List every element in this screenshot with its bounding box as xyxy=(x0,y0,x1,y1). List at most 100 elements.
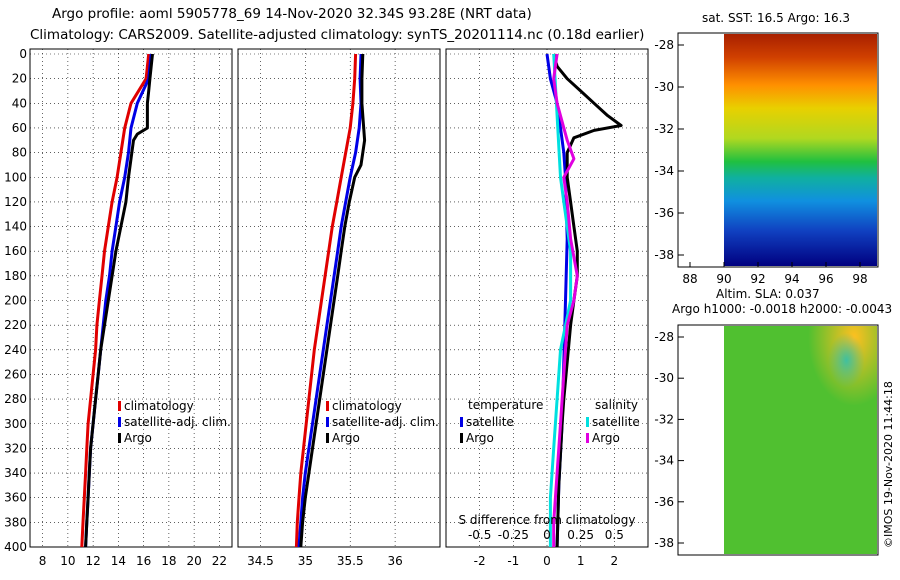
sla-map-overlay-eddy xyxy=(724,326,877,554)
x-tick-label: 12 xyxy=(85,554,100,568)
legend-item-label: climatology xyxy=(124,399,194,413)
y-tick-label: 380 xyxy=(4,515,27,529)
series-layer xyxy=(80,53,623,548)
x-tick-label: 14 xyxy=(111,554,126,568)
y-tick-label: 180 xyxy=(4,269,27,283)
map-y-tick-label: -36 xyxy=(654,206,674,220)
series-line-salinity-argo xyxy=(552,53,579,547)
y-tick-label: 80 xyxy=(12,146,27,160)
legend-sal-sat-swatch xyxy=(586,417,589,427)
s-diff-tick-label: 0.25 xyxy=(567,528,594,542)
y-tick-label: 260 xyxy=(4,367,27,381)
x-tick-label: 1 xyxy=(577,554,585,568)
axis-layer: 0204060801001201401601802002202402602803… xyxy=(4,47,618,568)
legend-temp-argo-label: Argo xyxy=(466,431,494,445)
s-diff-tick-label: 0 xyxy=(543,528,551,542)
series-line-temperature-argo xyxy=(552,53,623,548)
x-tick-label: 34.5 xyxy=(247,554,274,568)
x-tick-label: 10 xyxy=(60,554,75,568)
map-y-tick-label: -28 xyxy=(654,330,674,344)
sla-map-axis: -28 -30 -32 -34 -36 -38 xyxy=(654,330,684,550)
map-y-tick-label: -34 xyxy=(654,164,674,178)
s-difference-axis-title: S difference from climatology xyxy=(459,513,636,527)
legend-item-swatch xyxy=(118,417,121,427)
x-tick-label: 35 xyxy=(298,554,313,568)
y-tick-label: 20 xyxy=(12,72,27,86)
sla-map-title-line1: Altim. SLA: 0.037 xyxy=(716,287,820,301)
map-y-tick-label: -32 xyxy=(654,412,674,426)
y-tick-label: 220 xyxy=(4,318,27,332)
map-x-tick-label: 94 xyxy=(784,272,799,286)
y-tick-label: 200 xyxy=(4,294,27,308)
s-diff-tick-label: -0.25 xyxy=(498,528,529,542)
y-tick-label: 60 xyxy=(12,121,27,135)
x-tick-label: 35.5 xyxy=(337,554,364,568)
y-tick-label: 160 xyxy=(4,244,27,258)
series-line-argo xyxy=(84,53,154,548)
legend-item-label: satellite-adj. clim. xyxy=(124,415,231,429)
y-tick-label: 240 xyxy=(4,343,27,357)
map-y-tick-label: -30 xyxy=(654,371,674,385)
legend-item-label: satellite-adj. clim. xyxy=(332,415,439,429)
sst-map-title: sat. SST: 16.5 Argo: 16.3 xyxy=(702,11,850,25)
x-tick-label: -2 xyxy=(474,554,486,568)
sst-map-axis: -28 -30 -32 -34 -36 -38 88 90 92 94 96 98 xyxy=(654,38,867,286)
y-tick-label: 300 xyxy=(4,417,27,431)
map-x-tick-label: 98 xyxy=(852,272,867,286)
y-tick-label: 320 xyxy=(4,441,27,455)
map-x-tick-label: 90 xyxy=(716,272,731,286)
legend-item-label: climatology xyxy=(332,399,402,413)
legend-salinity-title: salinity xyxy=(595,398,638,412)
sst-map-image xyxy=(724,34,877,266)
map-y-tick-label: -32 xyxy=(654,122,674,136)
y-tick-label: 340 xyxy=(4,466,27,480)
map-y-tick-label: -36 xyxy=(654,495,674,509)
series-line-climatology xyxy=(294,53,358,548)
grid-layer xyxy=(30,49,648,548)
y-tick-label: 100 xyxy=(4,170,27,184)
map-y-tick-label: -34 xyxy=(654,454,674,468)
legend-item-label: Argo xyxy=(124,431,152,445)
y-tick-label: 140 xyxy=(4,220,27,234)
legend-temp-sat-swatch xyxy=(460,417,463,427)
x-tick-label: 20 xyxy=(186,554,201,568)
map-y-tick-label: -38 xyxy=(654,248,674,262)
legend-sal-argo-swatch xyxy=(586,433,589,443)
y-tick-label: 400 xyxy=(4,540,27,554)
s-diff-tick-label: -0.5 xyxy=(468,528,491,542)
x-tick-label: 2 xyxy=(611,554,619,568)
x-tick-label: 18 xyxy=(161,554,176,568)
salinity-panel-frame xyxy=(237,48,441,548)
imos-credit: ©IMOS 19-Nov-2020 11:44:18 xyxy=(882,381,895,548)
map-y-tick-label: -30 xyxy=(654,80,674,94)
x-tick-label: 36 xyxy=(387,554,402,568)
series-line-argo xyxy=(299,53,367,548)
sst-map-frame xyxy=(677,32,879,268)
y-tick-label: 360 xyxy=(4,491,27,505)
plot-title-line2: Climatology: CARS2009. Satellite-adjuste… xyxy=(30,27,645,43)
legend-item-swatch xyxy=(326,433,329,443)
legend-sal-sat-label: satellite xyxy=(592,415,640,429)
series-line-salinity-satellite xyxy=(548,53,573,547)
legend-item-swatch xyxy=(118,433,121,443)
sla-map-frame xyxy=(677,324,879,556)
legend-item-swatch xyxy=(326,401,329,411)
x-tick-label: 16 xyxy=(136,554,151,568)
legend-temp-argo-swatch xyxy=(460,433,463,443)
sla-map-title-line2: Argo h1000: -0.0018 h2000: -0.0043 xyxy=(672,302,892,316)
legend-sal-argo-label: Argo xyxy=(592,431,620,445)
x-tick-label: 22 xyxy=(212,554,227,568)
map-x-tick-label: 92 xyxy=(750,272,765,286)
legend-temperature-title: temperature xyxy=(468,398,543,412)
legend-item-label: Argo xyxy=(332,431,360,445)
series-line-satellite-adj-clim- xyxy=(297,53,363,548)
x-tick-label: 0 xyxy=(543,554,551,568)
map-x-tick-label: 88 xyxy=(682,272,697,286)
y-tick-label: 120 xyxy=(4,195,27,209)
y-tick-label: 40 xyxy=(12,96,27,110)
legend-item-swatch xyxy=(118,401,121,411)
s-diff-tick-label: 0.5 xyxy=(605,528,624,542)
legend-item-swatch xyxy=(326,417,329,427)
y-tick-label: 0 xyxy=(19,47,27,61)
